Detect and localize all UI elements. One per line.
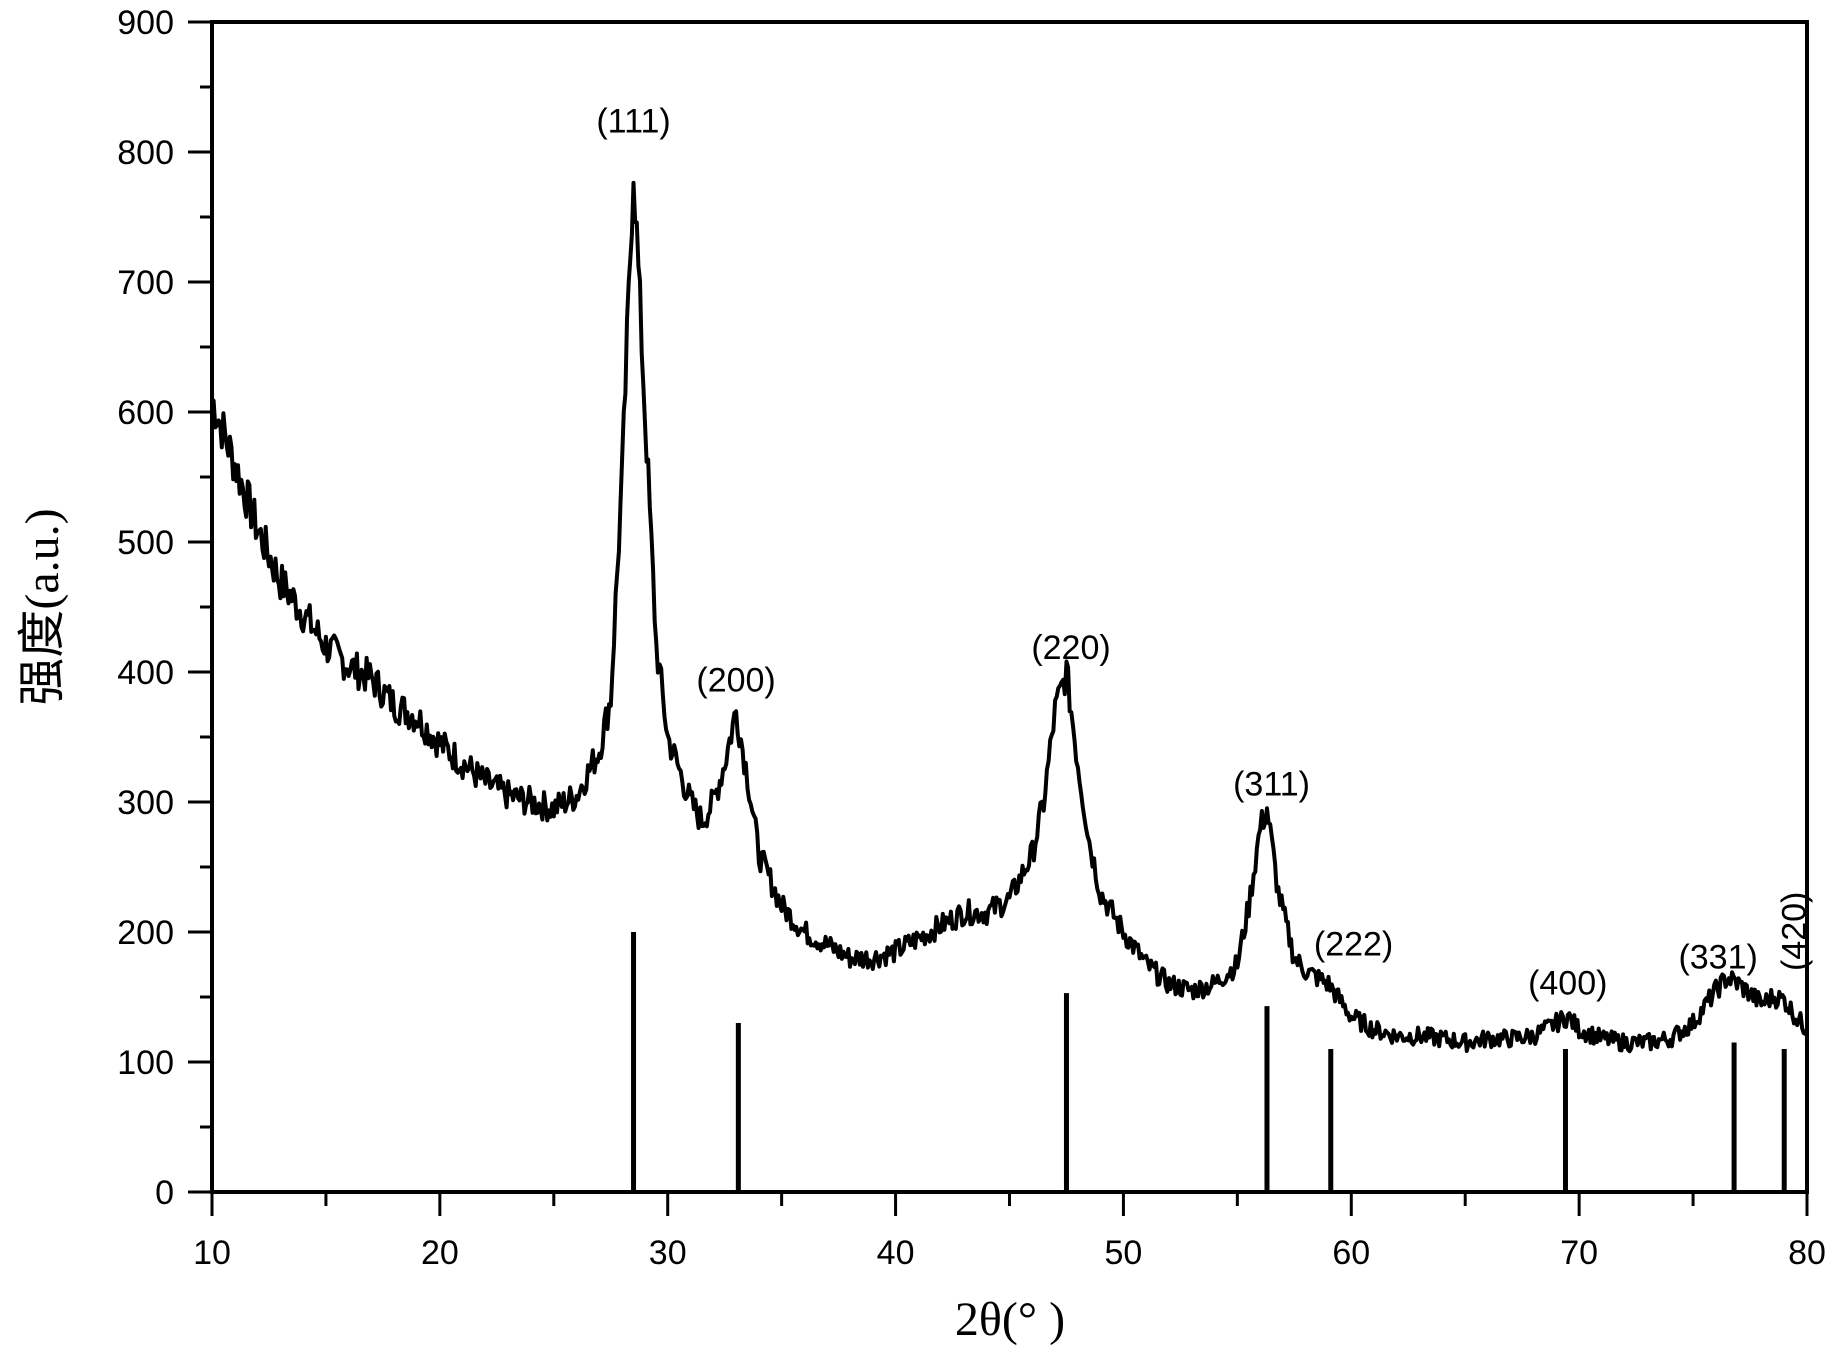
peak-label: (311) xyxy=(1233,766,1310,804)
peak-label: (111) xyxy=(596,103,670,141)
x-tick-label: 30 xyxy=(649,1234,687,1272)
y-tick-label: 0 xyxy=(155,1174,174,1212)
x-tick-label: 20 xyxy=(421,1234,459,1272)
y-tick-label: 200 xyxy=(117,914,174,952)
peak-label: (200) xyxy=(696,662,775,700)
x-tick-label: 10 xyxy=(193,1234,231,1272)
y-tick-label: 600 xyxy=(117,394,174,432)
peak-label: (420) xyxy=(1775,892,1813,971)
peak-label: (331) xyxy=(1678,938,1757,976)
x-tick-label: 70 xyxy=(1560,1234,1598,1272)
peak-label: (222) xyxy=(1314,925,1393,963)
y-tick-label: 800 xyxy=(117,134,174,172)
x-tick-label: 80 xyxy=(1788,1234,1826,1272)
x-axis-label: 2θ(° ) xyxy=(955,1293,1065,1346)
y-tick-label: 300 xyxy=(117,784,174,822)
peak-label: (400) xyxy=(1528,964,1607,1002)
x-tick-label: 50 xyxy=(1105,1234,1143,1272)
y-axis-label: 强度(a.u.) xyxy=(16,508,69,705)
y-tick-label: 400 xyxy=(117,654,174,692)
y-tick-label: 700 xyxy=(117,264,174,302)
y-tick-label: 100 xyxy=(117,1044,174,1082)
y-tick-label: 500 xyxy=(117,524,174,562)
peak-label: (220) xyxy=(1031,629,1110,667)
xrd-pattern-line xyxy=(210,180,1809,1054)
x-tick-label: 60 xyxy=(1332,1234,1370,1272)
y-tick-label: 900 xyxy=(117,4,174,42)
x-tick-label: 40 xyxy=(877,1234,915,1272)
